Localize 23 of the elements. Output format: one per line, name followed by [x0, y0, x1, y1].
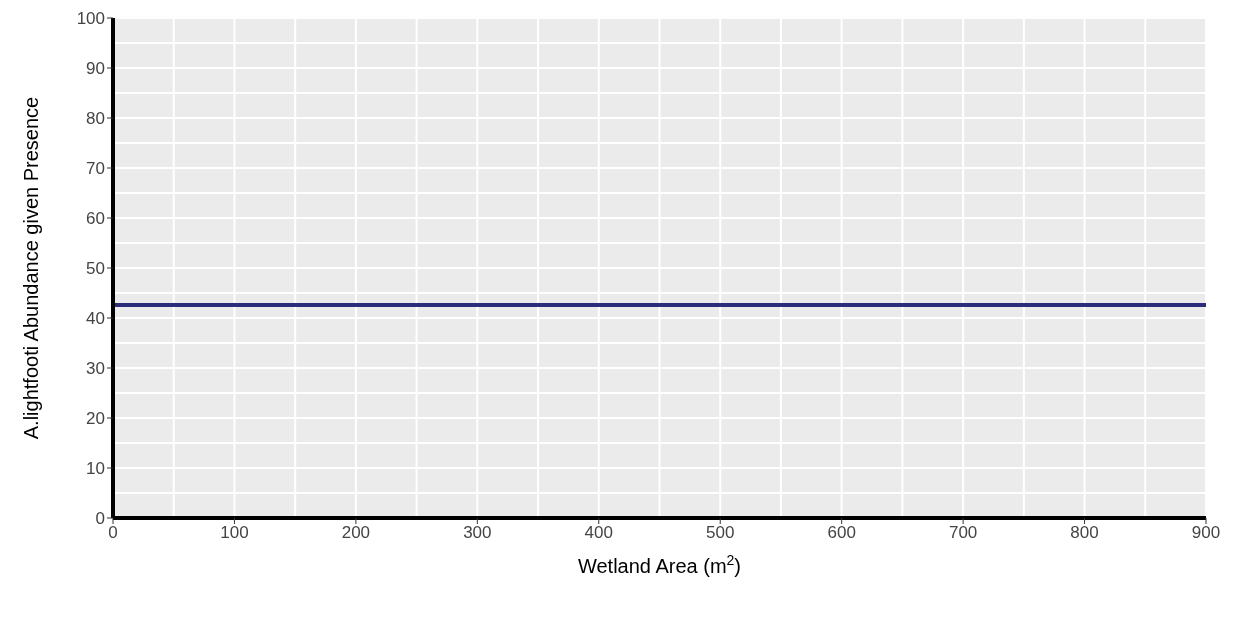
y-tick-label: 0 — [95, 509, 105, 529]
x-tick-label: 300 — [463, 523, 492, 543]
x-tick-label: 700 — [948, 523, 978, 543]
x-tick-label: 200 — [341, 523, 371, 543]
y-axis-title: A.lightfooti Abundance given Presence — [20, 96, 42, 440]
y-tick-label: 90 — [86, 59, 105, 79]
x-tick-label: 500 — [706, 523, 735, 543]
y-tick-label: 40 — [86, 309, 105, 329]
x-tick-label: 0 — [108, 523, 118, 543]
y-tick-label: 50 — [86, 259, 105, 279]
x-tick-label: 900 — [1191, 523, 1221, 543]
y-tick-label: 10 — [86, 459, 105, 479]
y-tick-label: 70 — [86, 159, 105, 179]
x-axis-title: Wetland Area (m$^{2}$) — [577, 552, 742, 577]
y-tick-label: 30 — [86, 359, 105, 379]
y-tick-label: 60 — [86, 209, 105, 229]
x-tick-label: 100 — [220, 523, 249, 543]
y-tick-label: 80 — [86, 109, 105, 129]
x-tick-label: 600 — [827, 523, 856, 543]
y-tick-label: 20 — [86, 409, 105, 429]
x-tick-label: 400 — [584, 523, 613, 543]
y-tick-label: 100 — [76, 9, 105, 29]
x-tick-label: 800 — [1070, 523, 1099, 543]
